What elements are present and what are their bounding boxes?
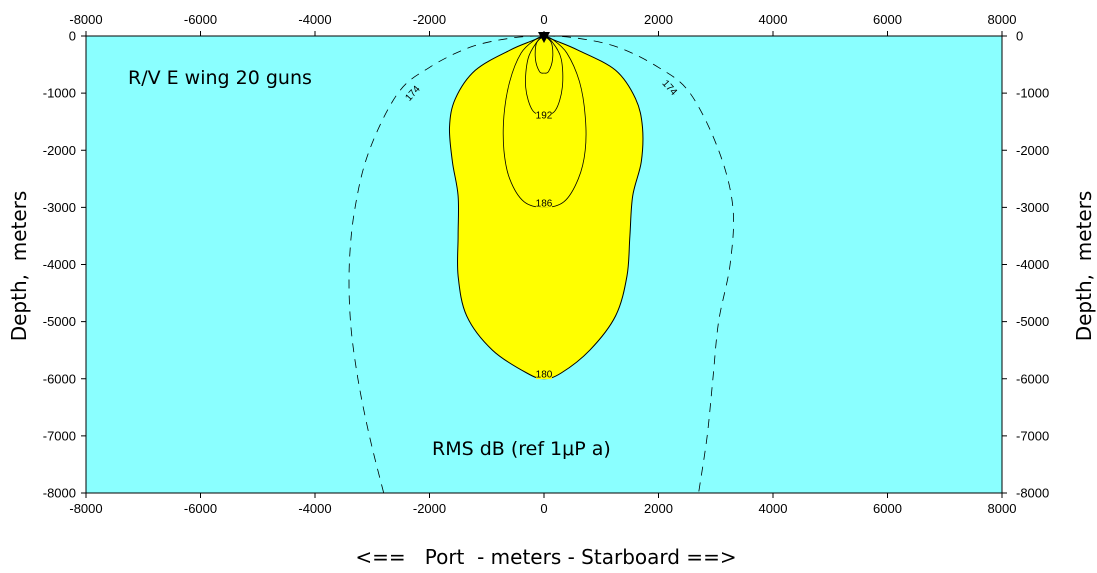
x-tick-label-bottom: 8000 — [988, 501, 1017, 516]
y-tick-label-right: -2000 — [1016, 143, 1049, 158]
x-tick-label-top: -4000 — [298, 12, 331, 27]
y-tick-label-left: -3000 — [43, 200, 76, 215]
x-tick-label-bottom: 0 — [540, 501, 547, 516]
annotation-title: R/V E wing 20 guns — [128, 67, 312, 89]
contour-label-186: 186 — [536, 198, 553, 209]
y-tick-label-left: -2000 — [43, 143, 76, 158]
contour-label-bg — [661, 81, 678, 93]
x-tick-label-bottom: -2000 — [413, 501, 446, 516]
contour-label-bg — [536, 368, 552, 380]
y-tick-label-right: -8000 — [1016, 486, 1049, 501]
y-tick-label-left: -1000 — [43, 86, 76, 101]
x-tick-label-top: 0 — [540, 12, 547, 27]
y-tick-label-right: -3000 — [1016, 200, 1049, 215]
x-axis-title: <== Port - meters - Starboard ==> — [355, 545, 736, 569]
y-tick-label-left: 0 — [69, 29, 76, 44]
contour-label-180: 180 — [536, 370, 553, 381]
x-tick-label-top: -6000 — [184, 12, 217, 27]
contour-label-bg — [536, 108, 552, 120]
x-tick-label-top: 2000 — [644, 12, 673, 27]
x-tick-label-bottom: 4000 — [759, 501, 788, 516]
x-tick-label-top: -8000 — [69, 12, 102, 27]
contour-label-192: 192 — [536, 110, 553, 121]
x-tick-label-bottom: -4000 — [298, 501, 331, 516]
y-tick-label-left: -6000 — [43, 371, 76, 386]
y-axis-title-right: Depth, meters — [1072, 191, 1096, 342]
y-axis-title-left: Depth, meters — [7, 191, 31, 342]
y-tick-label-right: -4000 — [1016, 257, 1049, 272]
contour-label-bg — [536, 196, 552, 208]
y-tick-label-right: -6000 — [1016, 371, 1049, 386]
x-tick-label-bottom: 6000 — [873, 501, 902, 516]
y-tick-label-left: -5000 — [43, 314, 76, 329]
y-tick-label-left: -4000 — [43, 257, 76, 272]
contour-label-bg — [404, 87, 421, 99]
contour-line-inner-4 — [534, 35, 554, 74]
x-tick-label-top: 8000 — [988, 12, 1017, 27]
tick-layer: -8000-8000-6000-6000-4000-4000-2000-2000… — [43, 12, 1050, 516]
y-tick-label-right: -7000 — [1016, 428, 1049, 443]
x-tick-label-bottom: 2000 — [644, 501, 673, 516]
contour-line-174 — [348, 35, 734, 494]
x-tick-label-top: 6000 — [873, 12, 902, 27]
y-tick-label-left: -7000 — [43, 428, 76, 443]
x-tick-label-bottom: -8000 — [69, 501, 102, 516]
y-tick-label-right: -5000 — [1016, 314, 1049, 329]
x-tick-label-top: -2000 — [413, 12, 446, 27]
x-tick-label-top: 4000 — [759, 12, 788, 27]
y-tick-label-right: -1000 — [1016, 86, 1049, 101]
x-tick-label-bottom: -6000 — [184, 501, 217, 516]
annotation-units: RMS dB (ref 1μP a) — [432, 438, 611, 460]
y-tick-label-left: -8000 — [43, 486, 76, 501]
source-triangle-icon — [538, 32, 550, 43]
y-tick-label-right: 0 — [1016, 29, 1023, 44]
